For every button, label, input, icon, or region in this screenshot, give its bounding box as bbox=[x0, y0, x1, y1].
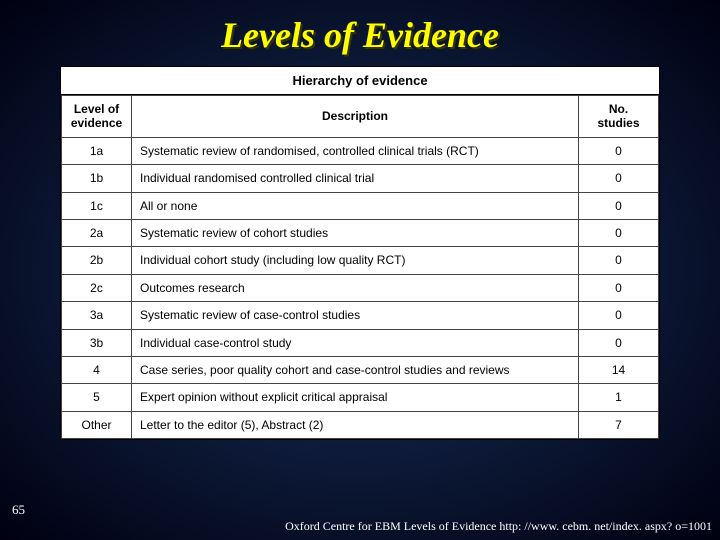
cell-num: 0 bbox=[579, 247, 659, 274]
table-header-row: Level of evidence Description No. studie… bbox=[62, 96, 659, 138]
cell-num: 1 bbox=[579, 384, 659, 411]
cell-level: 5 bbox=[62, 384, 132, 411]
table-row: 2cOutcomes research0 bbox=[62, 274, 659, 301]
cell-level: 4 bbox=[62, 356, 132, 383]
cell-desc: Systematic review of cohort studies bbox=[132, 219, 579, 246]
cell-num: 0 bbox=[579, 192, 659, 219]
table-row: 1cAll or none0 bbox=[62, 192, 659, 219]
cell-level: 1b bbox=[62, 165, 132, 192]
table-row: OtherLetter to the editor (5), Abstract … bbox=[62, 411, 659, 438]
table-body: 1aSystematic review of randomised, contr… bbox=[62, 137, 659, 438]
cell-num: 0 bbox=[579, 274, 659, 301]
evidence-table-container: Hierarchy of evidence Level of evidence … bbox=[60, 66, 660, 440]
cell-desc: Expert opinion without explicit critical… bbox=[132, 384, 579, 411]
table-row: 1aSystematic review of randomised, contr… bbox=[62, 137, 659, 164]
page-number: 65 bbox=[12, 502, 25, 518]
cell-level: 1a bbox=[62, 137, 132, 164]
cell-desc: All or none bbox=[132, 192, 579, 219]
cell-num: 14 bbox=[579, 356, 659, 383]
cell-num: 7 bbox=[579, 411, 659, 438]
cell-desc: Systematic review of randomised, control… bbox=[132, 137, 579, 164]
col-header-level: Level of evidence bbox=[62, 96, 132, 138]
cell-desc: Outcomes research bbox=[132, 274, 579, 301]
evidence-table: Hierarchy of evidence Level of evidence … bbox=[61, 67, 659, 439]
cell-num: 0 bbox=[579, 165, 659, 192]
cell-num: 0 bbox=[579, 329, 659, 356]
cell-desc: Systematic review of case-control studie… bbox=[132, 302, 579, 329]
table-row: 5Expert opinion without explicit critica… bbox=[62, 384, 659, 411]
cell-level: 3b bbox=[62, 329, 132, 356]
table-row: 2aSystematic review of cohort studies0 bbox=[62, 219, 659, 246]
slide-title: Levels of Evidence bbox=[0, 0, 720, 66]
cell-num: 0 bbox=[579, 219, 659, 246]
col-header-description: Description bbox=[132, 96, 579, 138]
cell-level: 2b bbox=[62, 247, 132, 274]
cell-num: 0 bbox=[579, 302, 659, 329]
cell-level: 2a bbox=[62, 219, 132, 246]
table-caption: Hierarchy of evidence bbox=[61, 67, 659, 95]
cell-desc: Case series, poor quality cohort and cas… bbox=[132, 356, 579, 383]
table-row: 3aSystematic review of case-control stud… bbox=[62, 302, 659, 329]
citation-text: Oxford Centre for EBM Levels of Evidence… bbox=[285, 519, 712, 534]
cell-level: 1c bbox=[62, 192, 132, 219]
cell-num: 0 bbox=[579, 137, 659, 164]
cell-level: Other bbox=[62, 411, 132, 438]
cell-level: 3a bbox=[62, 302, 132, 329]
cell-desc: Letter to the editor (5), Abstract (2) bbox=[132, 411, 579, 438]
cell-desc: Individual randomised controlled clinica… bbox=[132, 165, 579, 192]
cell-level: 2c bbox=[62, 274, 132, 301]
table-row: 4Case series, poor quality cohort and ca… bbox=[62, 356, 659, 383]
cell-desc: Individual cohort study (including low q… bbox=[132, 247, 579, 274]
table-row: 2bIndividual cohort study (including low… bbox=[62, 247, 659, 274]
table-row: 3bIndividual case-control study0 bbox=[62, 329, 659, 356]
col-header-num-studies: No. studies bbox=[579, 96, 659, 138]
cell-desc: Individual case-control study bbox=[132, 329, 579, 356]
table-row: 1bIndividual randomised controlled clini… bbox=[62, 165, 659, 192]
